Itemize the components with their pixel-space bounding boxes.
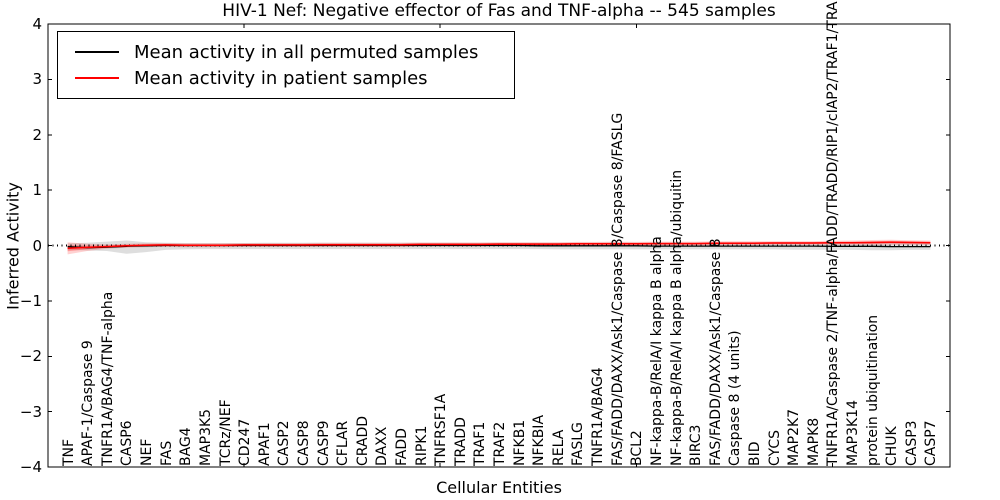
- permuted-line-swatch: [75, 51, 119, 53]
- patient-mean-line: [67, 241, 931, 250]
- y-tick-label: 2: [32, 125, 42, 144]
- legend-item-permuted: Mean activity in all permuted samples: [58, 39, 514, 65]
- y-tick-label: 3: [32, 70, 42, 89]
- y-tick-label: 0: [32, 236, 42, 255]
- y-tick-label: 1: [32, 181, 42, 200]
- legend-label-patient: Mean activity in patient samples: [134, 67, 428, 89]
- y-tick-label: −1: [19, 291, 42, 310]
- legend: Mean activity in all permuted samples Me…: [57, 31, 515, 99]
- patient-line-swatch: [75, 77, 119, 79]
- y-tick-label: −2: [19, 347, 42, 366]
- legend-label-permuted: Mean activity in all permuted samples: [134, 41, 479, 63]
- legend-item-patient: Mean activity in patient samples: [58, 65, 514, 91]
- y-axis-label: Inferred Activity: [3, 182, 23, 310]
- x-axis-label: Cellular Entities: [436, 478, 562, 497]
- y-tick-label: −3: [19, 402, 42, 421]
- y-tick-label: 4: [32, 15, 42, 33]
- chart-title: HIV-1 Nef: Negative effector of Fas and …: [222, 1, 776, 21]
- y-tick-label: −4: [19, 458, 42, 476]
